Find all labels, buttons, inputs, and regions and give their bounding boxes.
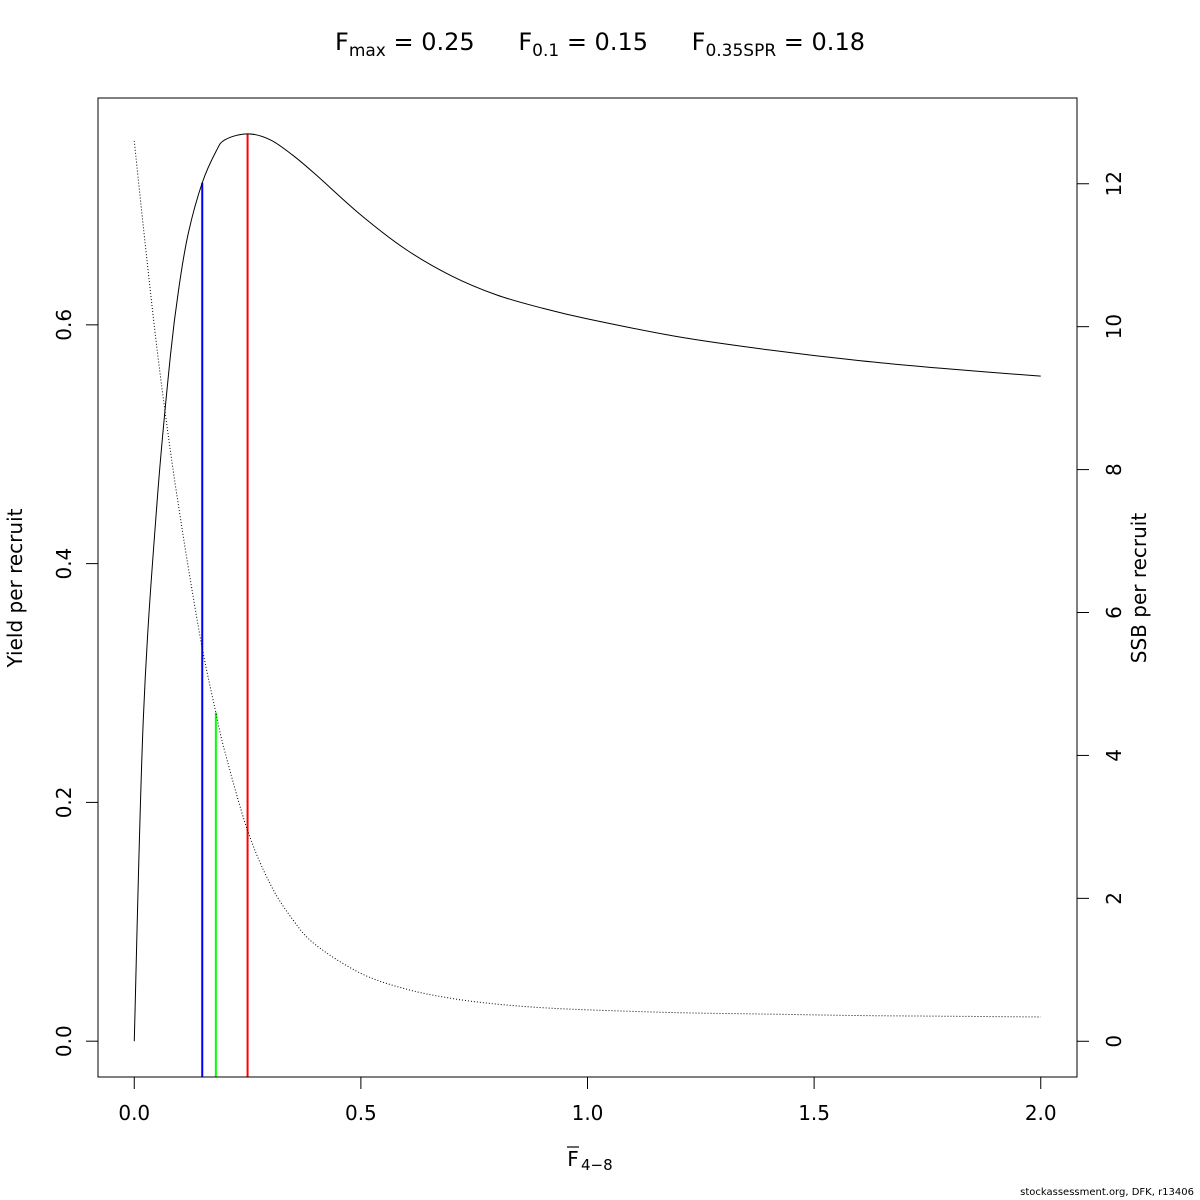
fspr-title: F0.35SPR = 0.18 (691, 28, 865, 61)
x-tick-label: 0.0 (118, 1101, 150, 1125)
y-left-tick-label: 0.4 (52, 548, 76, 580)
f01-title: F0.1 = 0.15 (518, 28, 648, 61)
x-tick-label: 0.5 (345, 1101, 377, 1125)
chart-title: Fmax = 0.25 F0.1 = 0.15 F0.35SPR = 0.18 (0, 28, 1200, 61)
y-axis-label-left: Yield per recruit (3, 508, 27, 668)
y-right-tick-label: 12 (1102, 171, 1126, 196)
reference-lines (201, 133, 249, 1077)
y-right-tick-label: 4 (1102, 749, 1126, 762)
series-layer (133, 133, 1041, 1042)
y-left-tick-label: 0.6 (52, 309, 76, 341)
y-right-tick-label: 6 (1102, 606, 1126, 619)
plot-frame (97, 97, 1078, 1078)
credit-text: stockassessment.org, DFK, r13406 (1020, 1187, 1194, 1198)
ssb-per-recruit-line (133, 140, 1041, 1018)
y-left-tick-label: 0.2 (52, 786, 76, 818)
x-tick-label: 2.0 (1025, 1101, 1057, 1125)
fmax-title: Fmax = 0.25 (335, 28, 475, 61)
x-tick-label: 1.0 (572, 1101, 604, 1125)
x-axis-label-main: F (567, 1147, 579, 1171)
y-axis-label-right: SSB per recruit (1127, 513, 1151, 664)
y-right-tick-label: 0 (1102, 1035, 1126, 1048)
yield-per-recruit-line (133, 133, 1041, 1042)
y-left-tick-label: 0.0 (52, 1025, 76, 1057)
x-tick-label: 1.5 (798, 1101, 830, 1125)
y-right-tick-label: 2 (1102, 892, 1126, 905)
y-right-tick-label: 10 (1102, 314, 1126, 339)
axes-layer: 0.0 0.5 1.0 1.5 2.0 0.0 0.2 0.4 0.6 0 2 4 6 8 10 12 (52, 171, 1126, 1125)
x-axis-label-sub: 4−8 (581, 1156, 613, 1174)
y-right-tick-label: 8 (1102, 463, 1126, 476)
